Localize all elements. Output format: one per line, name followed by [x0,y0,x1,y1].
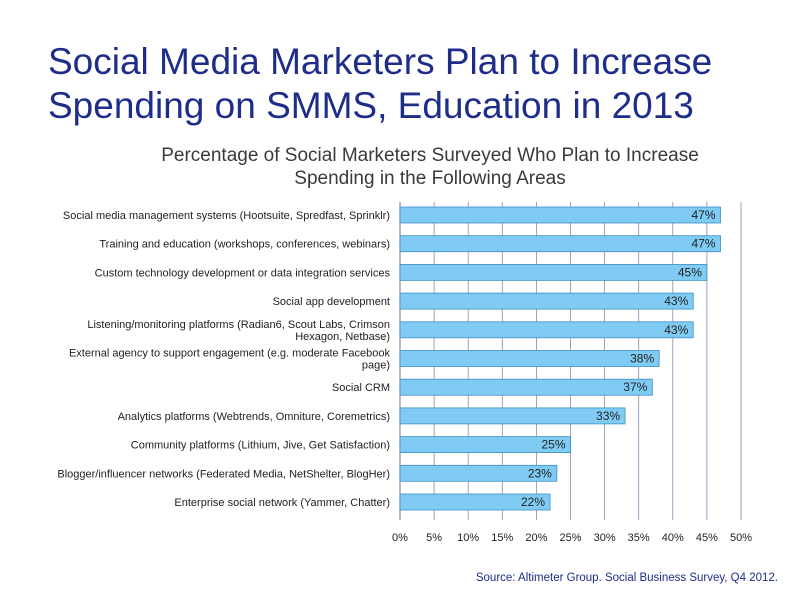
bar [399,292,694,310]
bar [399,235,721,253]
x-tick-label: 0% [392,532,408,544]
data-label: 43% [664,294,688,308]
x-tick-label: 50% [730,532,752,544]
x-tick-label: 45% [696,532,718,544]
category-label: Blogger/influencer networks (Federated M… [57,468,390,480]
category-label: Enterprise social network (Yammer, Chatt… [174,497,390,509]
x-tick-label: 10% [457,532,479,544]
category-label: Social media management systems (Hootsui… [63,210,390,222]
data-label: 22% [521,495,545,509]
bar [399,378,653,396]
category-label: External agency to support engagement (e… [69,348,391,372]
source-note: Source: Altimeter Group. Social Business… [475,572,778,584]
category-label: Social CRM [332,382,390,394]
x-tick-label: 30% [594,532,616,544]
slide-title: Social Media Marketers Plan to Increase … [48,41,713,126]
data-label: 25% [541,438,565,452]
data-label: 23% [528,466,552,480]
data-label: 37% [623,380,647,394]
category-label: Custom technology development or data in… [95,267,391,279]
tick-label-layer: 0% 5% 10% 15% 20% 25% 30% 35% 40% 45% 50% [392,532,752,544]
category-label: Community platforms (Lithium, Jive, Get … [131,440,390,452]
bar [399,464,558,482]
chart-title: Percentage of Social Marketers Surveyed … [161,145,699,189]
data-label: 33% [596,409,620,423]
bar [399,407,626,425]
data-label: 38% [630,352,654,366]
bar [399,436,571,454]
x-tick-label: 15% [491,532,513,544]
category-label: Social app development [273,296,390,308]
category-label: Listening/monitoring platforms (Radian6,… [87,319,390,343]
bar [399,263,708,281]
x-tick-label: 35% [628,532,650,544]
category-label-layer: 47% Social media management systems (Hoot… [57,208,715,509]
x-tick-label: 25% [559,532,581,544]
data-label: 47% [692,208,716,222]
bar [399,350,660,367]
category-label: Training and education (workshops, confe… [99,239,390,251]
bar [399,321,694,339]
bar [399,493,551,511]
data-label: 45% [678,265,702,279]
x-tick-label: 20% [525,532,547,544]
category-label: Analytics platforms (Webtrends, Omniture… [118,411,390,423]
bar-layer [399,206,721,511]
bar [399,206,721,224]
x-tick-label: 5% [426,532,442,544]
data-label: 47% [692,237,716,251]
x-tick-label: 40% [662,532,684,544]
data-label: 43% [664,323,688,337]
